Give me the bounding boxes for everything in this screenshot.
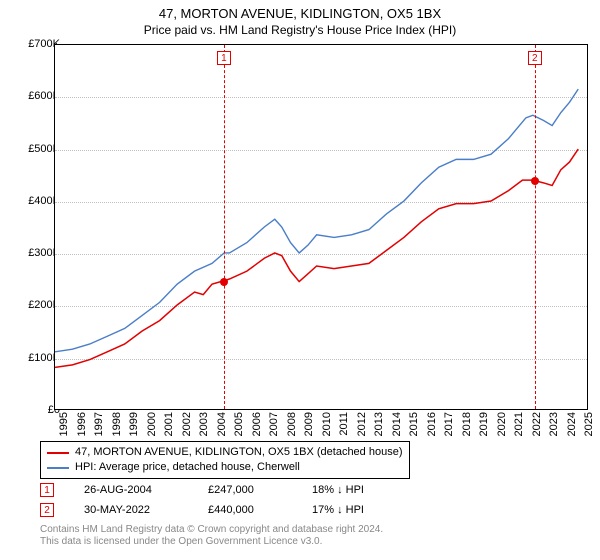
x-tick-label: 2008 xyxy=(286,412,298,436)
x-tick-label: 2015 xyxy=(408,412,420,436)
x-tick-label: 1998 xyxy=(111,412,123,436)
sale-point-2 xyxy=(531,177,539,185)
sale-price: £440,000 xyxy=(208,500,288,520)
legend-label: 47, MORTON AVENUE, KIDLINGTON, OX5 1BX (… xyxy=(75,445,403,460)
chart-title: 47, MORTON AVENUE, KIDLINGTON, OX5 1BX xyxy=(0,6,600,21)
x-tick-label: 2017 xyxy=(443,412,455,436)
sale-date: 26-AUG-2004 xyxy=(84,480,184,500)
sale-row-marker: 2 xyxy=(40,503,54,517)
x-tick-label: 2012 xyxy=(356,412,368,436)
footer-line2: This data is licensed under the Open Gov… xyxy=(40,536,383,548)
sale-delta: 18% ↓ HPI xyxy=(312,480,364,500)
footer-line1: Contains HM Land Registry data © Crown c… xyxy=(40,524,383,536)
sale-vline-2 xyxy=(535,45,536,409)
legend: 47, MORTON AVENUE, KIDLINGTON, OX5 1BX (… xyxy=(40,441,410,479)
sale-price: £247,000 xyxy=(208,480,288,500)
x-tick-label: 2000 xyxy=(146,412,158,436)
legend-item: 47, MORTON AVENUE, KIDLINGTON, OX5 1BX (… xyxy=(47,445,403,460)
sale-data-rows: 1 26-AUG-2004 £247,000 18% ↓ HPI 2 30-MAY-202… xyxy=(40,480,364,520)
x-tick-label: 1996 xyxy=(76,412,88,436)
sale-row: 1 26-AUG-2004 £247,000 18% ↓ HPI xyxy=(40,480,364,500)
x-tick-label: 2025 xyxy=(583,412,595,436)
line-plot xyxy=(55,45,587,409)
x-tick-label: 2014 xyxy=(391,412,403,436)
x-tick-label: 1997 xyxy=(93,412,105,436)
sale-row: 2 30-MAY-2022 £440,000 17% ↓ HPI xyxy=(40,500,364,520)
x-tick-label: 2019 xyxy=(478,412,490,436)
x-tick-label: 1995 xyxy=(58,412,70,436)
plot-area: 12 xyxy=(54,44,588,410)
x-tick-label: 2004 xyxy=(216,412,228,436)
chart-subtitle: Price paid vs. HM Land Registry's House … xyxy=(0,23,600,37)
sale-delta: 17% ↓ HPI xyxy=(312,500,364,520)
x-tick-label: 2005 xyxy=(233,412,245,436)
title-block: 47, MORTON AVENUE, KIDLINGTON, OX5 1BX P… xyxy=(0,0,600,37)
legend-label: HPI: Average price, detached house, Cher… xyxy=(75,460,300,475)
x-tick-label: 2003 xyxy=(198,412,210,436)
series-hpi xyxy=(55,89,578,352)
chart-container: 47, MORTON AVENUE, KIDLINGTON, OX5 1BX P… xyxy=(0,0,600,560)
legend-item: HPI: Average price, detached house, Cher… xyxy=(47,460,403,475)
sale-marker-box-2: 2 xyxy=(528,51,542,65)
x-tick-label: 1999 xyxy=(128,412,140,436)
sale-marker-box-1: 1 xyxy=(217,51,231,65)
x-tick-label: 2023 xyxy=(548,412,560,436)
footer-text: Contains HM Land Registry data © Crown c… xyxy=(40,524,383,548)
x-tick-label: 2024 xyxy=(566,412,578,436)
x-tick-label: 2016 xyxy=(426,412,438,436)
x-tick-label: 2001 xyxy=(163,412,175,436)
x-tick-label: 2013 xyxy=(373,412,385,436)
legend-swatch xyxy=(47,452,69,454)
sale-vline-1 xyxy=(224,45,225,409)
series-property xyxy=(55,149,578,367)
x-tick-label: 2018 xyxy=(461,412,473,436)
x-tick-label: 2002 xyxy=(181,412,193,436)
x-tick-label: 2009 xyxy=(303,412,315,436)
x-tick-label: 2010 xyxy=(321,412,333,436)
x-tick-label: 2007 xyxy=(268,412,280,436)
legend-swatch xyxy=(47,467,69,469)
sale-point-1 xyxy=(220,278,228,286)
x-tick-label: 2020 xyxy=(496,412,508,436)
x-tick-label: 2022 xyxy=(531,412,543,436)
sale-date: 30-MAY-2022 xyxy=(84,500,184,520)
x-tick-label: 2021 xyxy=(513,412,525,436)
x-tick-label: 2011 xyxy=(338,412,350,436)
sale-row-marker: 1 xyxy=(40,483,54,497)
x-tick-label: 2006 xyxy=(251,412,263,436)
